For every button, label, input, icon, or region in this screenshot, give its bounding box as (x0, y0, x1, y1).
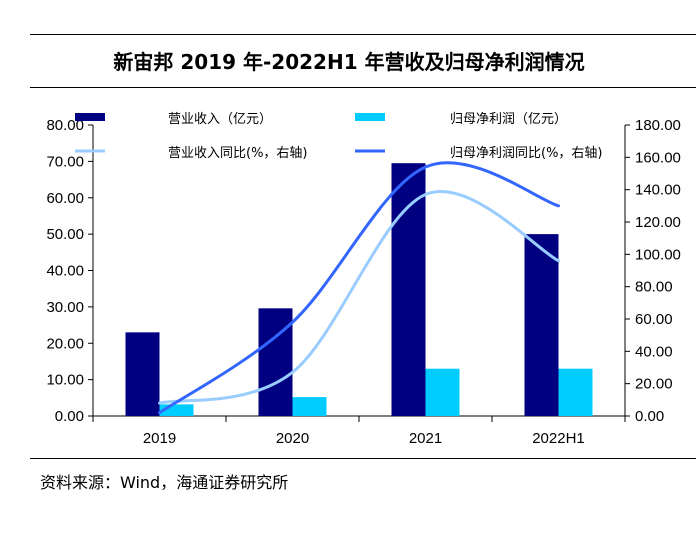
revenue-yoy-line (158, 190, 560, 405)
legend-revenue-yoy-label: 营业收入同比(%，右轴) (168, 146, 308, 161)
right-axis-tick-label: 0.00 (635, 408, 664, 425)
x-axis-tick-label: 2022H1 (532, 430, 585, 447)
x-axis-tick-label: 2019 (143, 430, 176, 447)
legend-revenue-label: 营业收入（亿元） (168, 112, 272, 127)
right-axis-tick-label: 120.00 (635, 214, 681, 231)
x-axis-tick-label: 2021 (409, 430, 442, 447)
chart-title: 新宙邦 2019 年-2022H1 年营收及归母净利润情况 (113, 50, 585, 74)
x-axis-tick-label: 2020 (276, 430, 309, 447)
right-axis-tick-label: 40.00 (635, 343, 673, 360)
revenue-bar (125, 332, 160, 416)
left-axis-tick-label: 70.00 (46, 153, 84, 170)
bottom-rule (30, 458, 696, 459)
left-axis-tick-label: 40.00 (46, 263, 84, 280)
net-profit-bar (425, 368, 460, 416)
legend-net-profit-yoy-label: 归母净利润同比(%，右轴) (450, 146, 603, 161)
right-axis-tick-label: 60.00 (635, 311, 673, 328)
net-profit-bar (558, 368, 593, 416)
right-axis-tick-label: 100.00 (635, 246, 681, 263)
chart-bars (125, 163, 593, 416)
right-axis-tick-label: 20.00 (635, 376, 673, 393)
title-rule (30, 87, 696, 88)
revenue-bar (391, 163, 426, 416)
left-axis-tick-label: 60.00 (46, 190, 84, 207)
net-profit-yoy-line (158, 161, 560, 415)
left-axis-tick-label: 50.00 (46, 226, 84, 243)
legend-net-profit-label: 归母净利润（亿元） (450, 112, 567, 127)
top-rule (30, 34, 696, 35)
left-axis-tick-label: 80.00 (46, 117, 84, 134)
chart-lines (158, 161, 560, 415)
left-axis-tick-label: 30.00 (46, 299, 84, 316)
chart-legend: 营业收入（亿元） 归母净利润（亿元） 营业收入同比(%，右轴) 归母净利润同比(%，右… (75, 112, 603, 161)
legend-revenue-swatch (75, 113, 105, 121)
right-axis-tick-label: 80.00 (635, 279, 673, 296)
right-axis-tick-label: 140.00 (635, 182, 681, 199)
revenue-bar (524, 234, 559, 416)
right-axis-tick-label: 160.00 (635, 149, 681, 166)
legend-net-profit-swatch (355, 113, 385, 121)
right-axis-tick-label: 180.00 (635, 117, 681, 134)
net-profit-bar (159, 404, 194, 416)
source-note: 资料来源：Wind，海通证券研究所 (40, 473, 289, 492)
left-axis-tick-label: 10.00 (46, 372, 84, 389)
left-axis-tick-label: 20.00 (46, 335, 84, 352)
chart-axes: 0.00 10.00 20.00 30.00 40.00 50.00 60.00 70.00 8… (46, 117, 680, 447)
net-profit-bar (292, 397, 327, 416)
left-axis-tick-label: 0.00 (55, 408, 84, 425)
revenue-bar (258, 308, 293, 416)
